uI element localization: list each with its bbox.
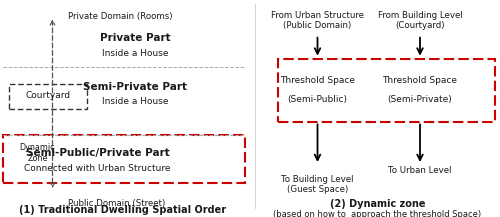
Text: Inside a House: Inside a House xyxy=(102,97,168,107)
Text: (Semi-Private): (Semi-Private) xyxy=(388,95,452,104)
Text: (based on how to  approach the threshold Space): (based on how to approach the threshold … xyxy=(274,210,482,217)
FancyBboxPatch shape xyxy=(9,84,86,108)
Text: Semi-Private Part: Semi-Private Part xyxy=(83,82,187,92)
Text: (2) Dynamic zone: (2) Dynamic zone xyxy=(330,199,425,209)
Text: Inside a House: Inside a House xyxy=(102,49,168,58)
Text: Courtyard: Courtyard xyxy=(26,91,70,100)
Text: Threshold Space: Threshold Space xyxy=(280,76,355,85)
Text: Connected with Urban Structure: Connected with Urban Structure xyxy=(24,164,171,173)
Text: Dynamic
Zone: Dynamic Zone xyxy=(20,143,56,163)
Text: To Urban Level: To Urban Level xyxy=(388,166,452,175)
Text: (1) Traditional Dwelling Spatial Order: (1) Traditional Dwelling Spatial Order xyxy=(19,205,226,215)
Text: From Building Level
(Courtyard): From Building Level (Courtyard) xyxy=(378,11,462,30)
Text: Public Domain (Street): Public Domain (Street) xyxy=(68,199,165,207)
Text: Semi-Public/Private Part: Semi-Public/Private Part xyxy=(26,148,170,158)
Text: To Building Level
(Guest Space): To Building Level (Guest Space) xyxy=(281,175,354,194)
Text: (Semi-Public): (Semi-Public) xyxy=(288,95,348,104)
Text: Threshold Space: Threshold Space xyxy=(382,76,458,85)
Text: Private Domain (Rooms): Private Domain (Rooms) xyxy=(68,12,172,21)
Text: From Urban Structure
(Public Domain): From Urban Structure (Public Domain) xyxy=(271,11,364,30)
Text: Private Part: Private Part xyxy=(100,33,170,43)
